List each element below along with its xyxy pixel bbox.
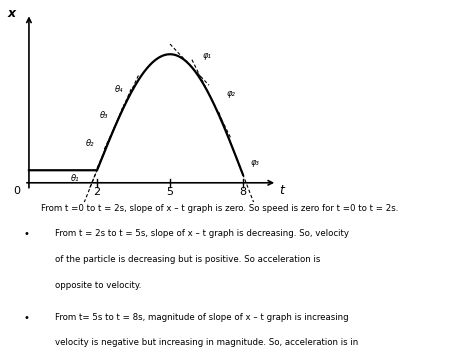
Text: opposite to velocity.: opposite to velocity. — [55, 280, 141, 289]
Text: θ₂: θ₂ — [85, 139, 94, 148]
Text: From t= 5s to t = 8s, magnitude of slope of x – t graph is increasing: From t= 5s to t = 8s, magnitude of slope… — [55, 313, 348, 322]
Text: t: t — [280, 184, 284, 197]
Text: φ₃: φ₃ — [251, 158, 260, 167]
Text: 2: 2 — [93, 187, 100, 197]
Text: 8: 8 — [239, 187, 246, 197]
Text: φ₂: φ₂ — [227, 89, 235, 98]
Text: 0: 0 — [13, 186, 20, 196]
Text: •: • — [23, 229, 29, 239]
Text: •: • — [23, 313, 29, 323]
Text: x: x — [8, 7, 16, 20]
Text: From t =0 to t = 2s, slope of x – t graph is zero. So speed is zero for t =0 to : From t =0 to t = 2s, slope of x – t grap… — [41, 204, 399, 213]
Text: of the particle is decreasing but is positive. So acceleration is: of the particle is decreasing but is pos… — [55, 255, 320, 264]
Text: θ₃: θ₃ — [100, 111, 109, 120]
Text: 5: 5 — [166, 187, 173, 197]
Text: φ₁: φ₁ — [202, 51, 211, 60]
Text: From t = 2s to t = 5s, slope of x – t graph is decreasing. So, velocity: From t = 2s to t = 5s, slope of x – t gr… — [55, 229, 349, 238]
Text: velocity is negative but increasing in magnitude. So, acceleration is in: velocity is negative but increasing in m… — [55, 338, 358, 347]
Text: θ₁: θ₁ — [71, 174, 80, 183]
Text: θ₄: θ₄ — [115, 85, 123, 94]
